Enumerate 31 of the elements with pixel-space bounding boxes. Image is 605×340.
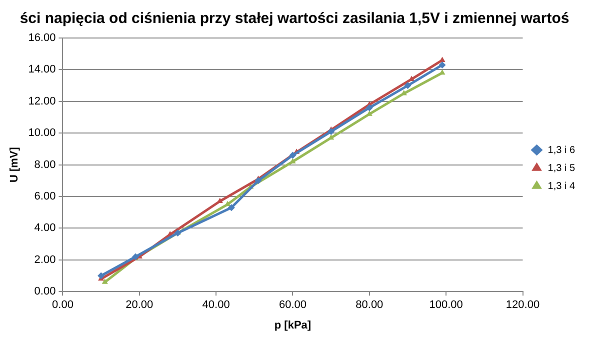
point [404,82,412,90]
x-tick-label: 40.00 [202,299,230,312]
point [254,177,262,184]
x-tick-label: 100.00 [429,299,463,312]
x-tick-label: 0.00 [52,299,74,312]
y-tick-label: 4.00 [34,222,56,234]
legend-label: 1,3 i 5 [548,162,576,174]
y-tick-label: 14.00 [28,64,56,76]
point [438,61,446,68]
y-tick-label: 6.00 [34,190,56,203]
x-tick-label: 120.00 [506,299,540,312]
x-tick-label: 20.00 [126,299,154,312]
y-axis-title: U [mV] [8,146,21,183]
point [228,204,235,212]
y-tick-label: 10.00 [28,127,56,140]
legend-label: 1,3 i 6 [548,144,576,156]
y-tick-label: 2.00 [34,254,56,266]
y-tick-label: 12.00 [28,95,56,108]
point [366,104,373,112]
point [289,152,296,159]
x-axis-title: p [kPa] [274,319,312,332]
x-tick-label: 80.00 [356,299,384,312]
point [102,278,108,284]
x-tick-label: 60.00 [278,299,307,312]
point [98,272,105,280]
y-tick-label: 8.00 [34,158,56,171]
y-tick-label: 0.00 [34,286,56,298]
y-tick-label: 16.00 [28,32,56,44]
chart-title: ści napięcia od ciśnienia przy stałej wartości zasilania 1,5V i zmiennej wartoś [20,10,570,28]
legend-label: 1,3 i 4 [548,180,576,192]
point [328,128,335,136]
